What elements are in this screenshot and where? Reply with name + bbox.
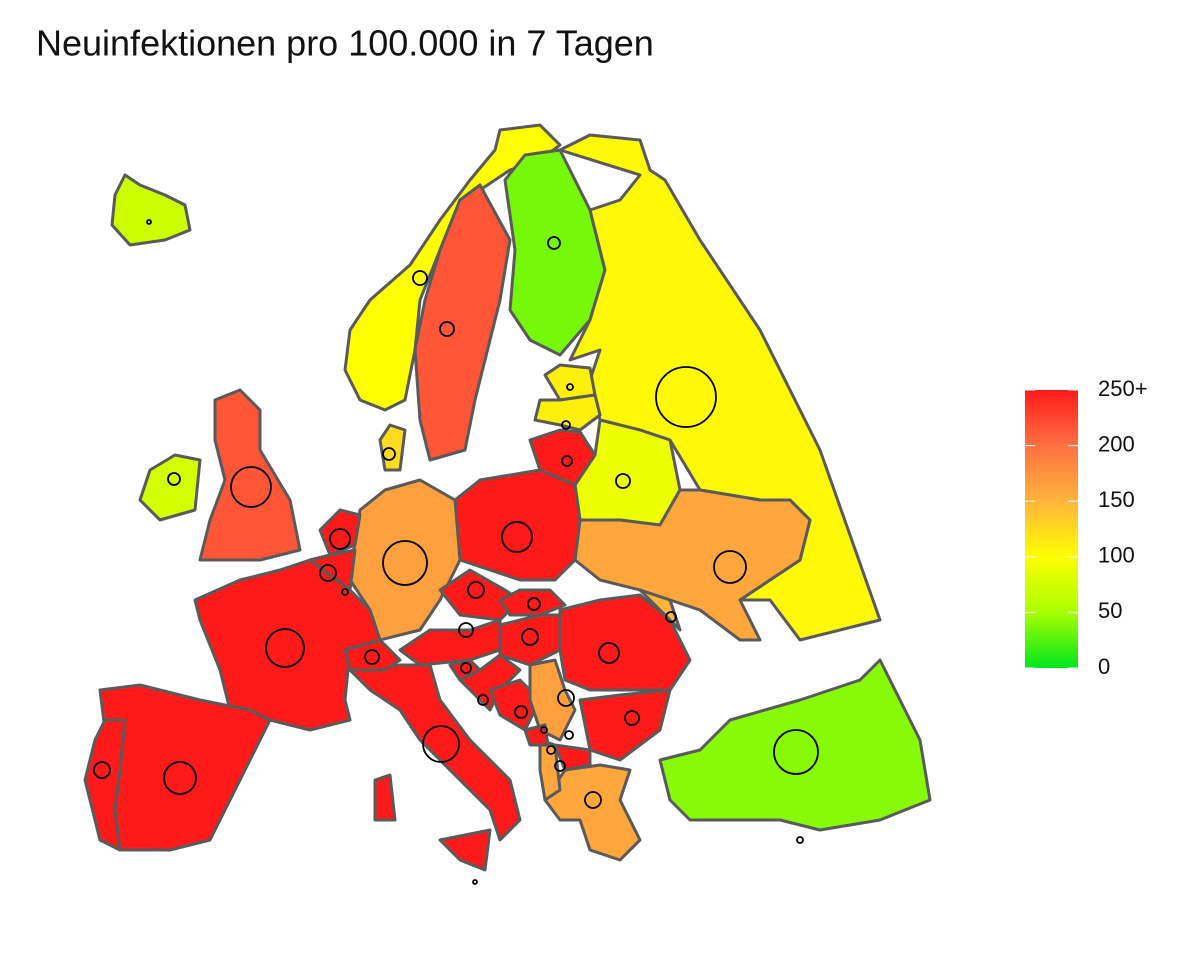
country [543,363,597,402]
population-circle [773,729,819,775]
population-circle [146,219,152,225]
population-circle [460,662,472,674]
country [453,468,582,582]
country [573,488,812,642]
population-circle [265,628,305,668]
legend-tick-label: 50 [1098,598,1122,623]
country [458,653,522,712]
population-circle [598,642,620,664]
country [658,658,932,832]
country [83,718,127,852]
population-circle [561,455,573,467]
population-circle [796,836,804,844]
country [318,508,362,557]
population-circle [382,447,396,461]
country [193,558,382,732]
population-circle [412,270,428,286]
legend-tick-label: 150 [1098,487,1135,512]
population-circle [422,725,460,763]
population-circle [319,564,337,582]
population-circle [439,321,455,337]
country [578,688,672,762]
country [638,588,682,632]
legend-colorbar [1025,390,1078,668]
population-circle [329,528,351,550]
country [378,423,407,472]
population-circle [527,597,541,611]
legend-tick-label: 250+ [1098,376,1148,401]
population-circle [547,236,561,250]
population-circle [501,521,533,553]
country [198,388,302,562]
country [533,393,602,432]
population-circle [713,550,747,584]
population-circle [624,710,640,726]
population-circle [561,420,571,430]
regions [83,123,932,872]
population-circle [665,611,677,623]
country [413,183,512,462]
population-circle [514,705,528,719]
country [553,743,592,772]
population-circle [557,689,575,707]
population-circle [364,649,380,665]
country [488,678,542,732]
country [523,723,550,747]
country [343,123,562,412]
population-circle [564,730,574,740]
country [98,683,272,852]
population-circle [163,761,197,795]
legend-tick-label: 100 [1098,543,1135,568]
country [348,663,522,872]
country [343,638,402,672]
country [538,738,562,802]
country [138,453,202,522]
population-circle [472,879,478,885]
population-circle [521,628,539,646]
population-circle [458,622,474,638]
population-circle [584,791,602,809]
map-title: Neuinfektionen pro 100.000 in 7 Tagen [36,23,654,64]
population-circle [655,366,717,428]
population-circle [467,581,485,599]
population-circle [93,761,111,779]
legend: 250+ 200 150 100 50 0 [1025,376,1148,679]
country [110,173,192,247]
bubbles [93,219,819,885]
population-circle [546,745,556,755]
population-circle [167,472,181,486]
population-circle [230,466,272,508]
population-circle [554,760,566,772]
population-circle [540,726,548,734]
population-circle [341,588,349,596]
legend-tick-label: 200 [1098,431,1135,456]
country [528,658,577,742]
country [498,588,567,617]
population-circle [566,383,574,391]
population-circle [477,694,489,706]
population-circle [615,473,631,489]
population-circle [382,540,428,586]
legend-tick-label: 0 [1098,654,1110,679]
